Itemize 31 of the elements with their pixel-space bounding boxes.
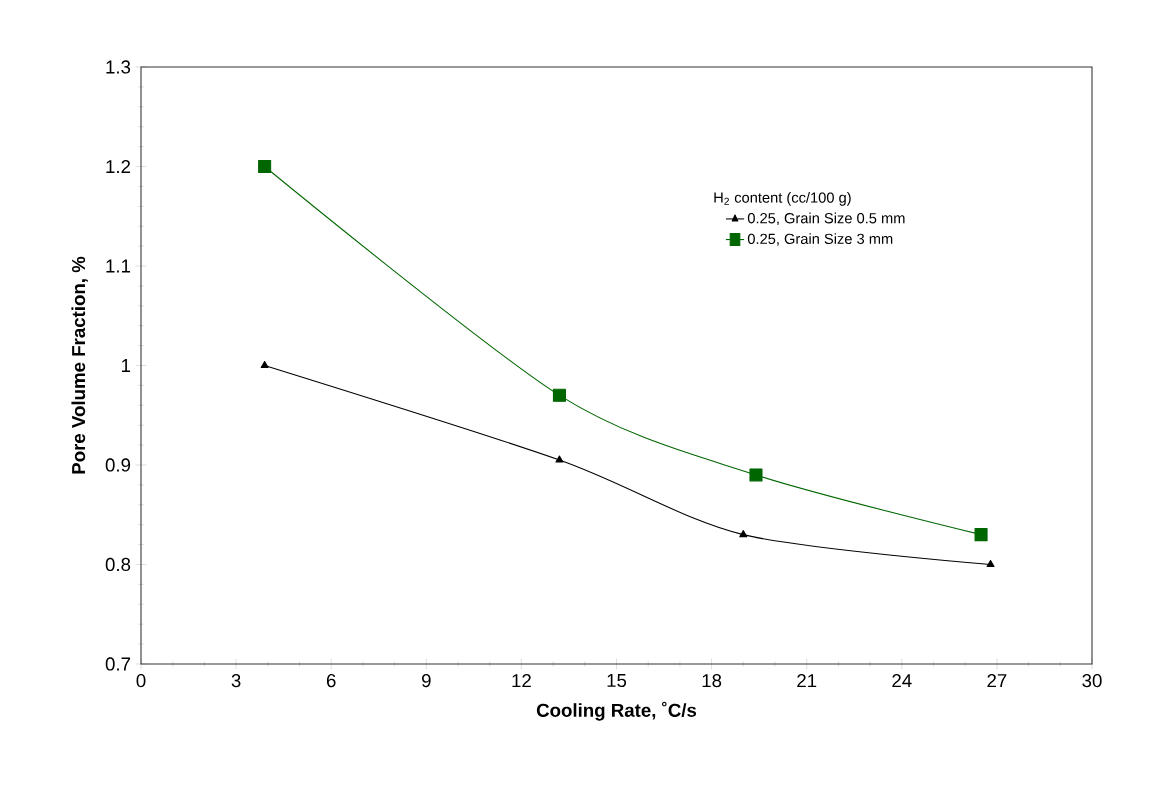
x-tick-label: 9 xyxy=(421,674,431,688)
x-tick-label: 12 xyxy=(512,674,531,688)
y-tick-label: 0.7 xyxy=(105,657,131,671)
legend-label: 0.25, Grain Size 0.5 mm xyxy=(747,212,905,226)
point xyxy=(552,388,566,402)
y-tick-label: 0.9 xyxy=(105,458,131,472)
y-tick-label: 1.3 xyxy=(106,60,131,74)
y-axis-title: Pore Volume Fraction, % xyxy=(71,256,88,474)
x-tick-label: 0 xyxy=(136,674,146,688)
x-axis-title: Cooling Rate, ˚C/s xyxy=(536,701,697,721)
point xyxy=(258,159,272,174)
x-tick-label: 30 xyxy=(1082,674,1102,688)
legend-title: H$_{2}$ content (cc/100 g) xyxy=(714,191,851,206)
x-tick-label: 24 xyxy=(892,674,912,688)
x-tick-label: 6 xyxy=(326,674,336,688)
x-tick-label: 21 xyxy=(797,674,817,688)
x-tick-label: 3 xyxy=(231,674,241,688)
y-tick-label: 1.1 xyxy=(106,259,131,273)
y-tick-label: 1.2 xyxy=(106,159,131,174)
point xyxy=(739,530,748,538)
legend-label: 0.25, Grain Size 3 mm xyxy=(747,233,893,246)
x-tick-label: 18 xyxy=(702,674,722,688)
y-tick-label: 1 xyxy=(122,359,131,372)
x-tick-label: 27 xyxy=(987,674,1007,688)
point xyxy=(749,468,763,482)
point xyxy=(260,360,269,369)
point xyxy=(555,455,564,463)
point xyxy=(986,559,995,568)
x-tick-label: 15 xyxy=(607,674,627,688)
y-tick-label: 0.8 xyxy=(105,557,131,572)
point xyxy=(974,528,988,542)
